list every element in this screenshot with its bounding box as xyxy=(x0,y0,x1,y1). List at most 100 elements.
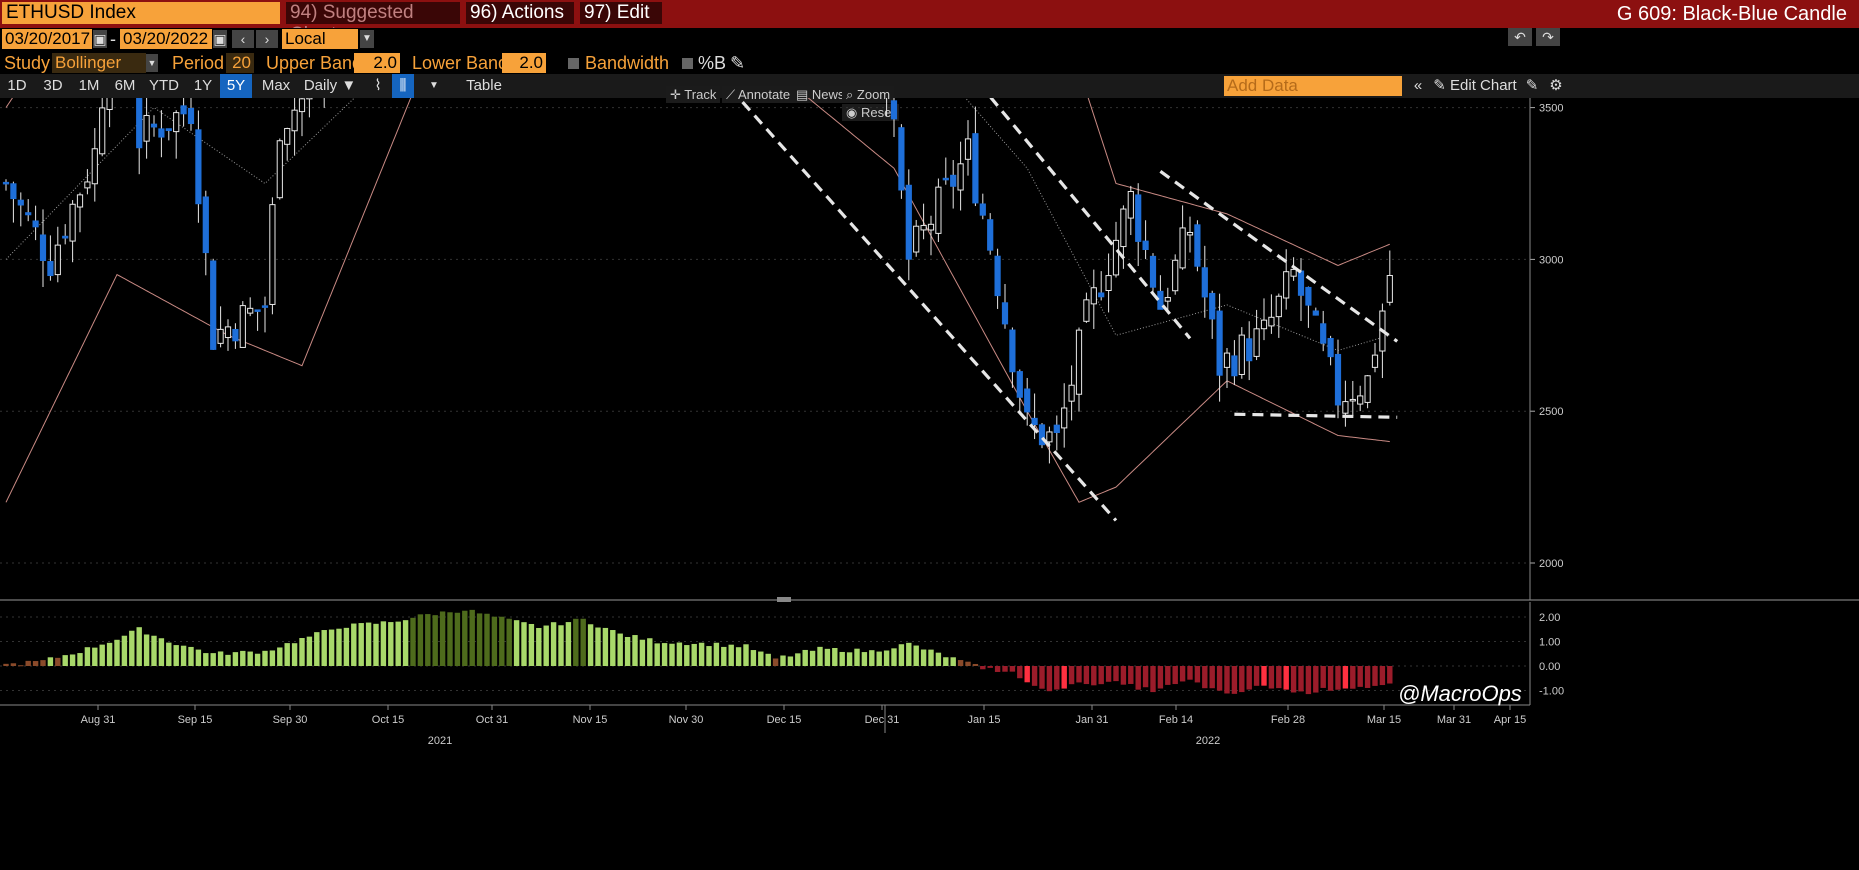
news-button[interactable]: ▤ News xyxy=(792,86,849,103)
histogram-bar xyxy=(284,643,290,666)
range-ytd[interactable]: YTD xyxy=(149,77,179,94)
table-button[interactable]: Table xyxy=(466,77,502,94)
histogram-bar xyxy=(388,622,394,666)
edit-menu[interactable]: 97) Edit ▼ xyxy=(580,2,662,43)
price-tick-label: 3500 xyxy=(1539,103,1563,115)
candle-body xyxy=(187,107,195,125)
date-row: 03/20/2017 ▣ - 03/20/2022 ▣ ‹ › Local CC… xyxy=(0,28,1859,68)
pencil-icon[interactable]: ✎ xyxy=(730,53,746,73)
histogram-bar xyxy=(1165,666,1171,685)
zoom-button[interactable]: ⌕ Zoom xyxy=(842,86,895,103)
candle-body xyxy=(1038,424,1046,446)
frequency-select[interactable]: Daily ▼ xyxy=(303,77,357,94)
zoom-label: Zoom xyxy=(856,87,891,102)
range-5y[interactable]: 5Y xyxy=(220,74,252,98)
calendar-icon[interactable]: ▣ xyxy=(93,30,107,48)
histogram-bar xyxy=(565,622,572,666)
candle-chart-icon[interactable]: ⫼ xyxy=(392,74,414,98)
date-tick-label: Feb 14 xyxy=(1159,714,1193,726)
next-period-button[interactable]: › xyxy=(256,30,278,48)
price-tick-label: 2500 xyxy=(1539,406,1563,418)
track-label: Track xyxy=(684,87,717,102)
start-date-input[interactable]: 03/20/2017 xyxy=(2,29,92,49)
annotate-button[interactable]: ⟋ Annotate xyxy=(722,86,795,103)
reset-icon: ◉ xyxy=(846,105,858,120)
histogram-bar xyxy=(1357,666,1363,687)
price-tick-label: 3000 xyxy=(1539,254,1563,266)
histogram-bar xyxy=(314,632,320,666)
range-max[interactable]: Max xyxy=(261,77,291,94)
calendar-icon[interactable]: ▣ xyxy=(213,30,227,48)
histogram-bar xyxy=(425,614,431,666)
range-1d[interactable]: 1D xyxy=(7,77,27,94)
candle-body xyxy=(84,181,91,189)
histogram-bar xyxy=(513,620,520,666)
date-tick-label: Mar 31 xyxy=(1437,714,1471,726)
histogram-bar xyxy=(1157,666,1164,689)
track-button[interactable]: ✛ Track xyxy=(666,86,721,103)
panel-resize-handle xyxy=(777,597,791,602)
settings-gear-icon[interactable]: ⚙ xyxy=(1549,77,1563,94)
candle-body xyxy=(957,163,964,191)
candle-body xyxy=(1238,334,1245,375)
histogram-bar xyxy=(595,627,601,666)
edit-chart-button[interactable]: ✎ Edit Chart xyxy=(1432,74,1518,98)
histogram-bar xyxy=(373,623,379,666)
histogram-bar xyxy=(713,642,720,666)
histogram-bar xyxy=(795,653,801,666)
lower-tick-label: 2.00 xyxy=(1539,612,1560,624)
actions-menu[interactable]: 96) Actions ▼ xyxy=(466,2,574,43)
histogram-bar xyxy=(809,650,816,666)
candle-body xyxy=(1135,194,1142,242)
edit-icon[interactable]: ✎ xyxy=(1525,77,1539,94)
bandwidth-checkbox[interactable] xyxy=(568,58,579,69)
date-tick-label: Feb 28 xyxy=(1271,714,1305,726)
range-6m[interactable]: 6M xyxy=(114,77,136,94)
histogram-bar xyxy=(1187,666,1193,680)
range-3d[interactable]: 3D xyxy=(43,77,63,94)
currency-dropdown-icon[interactable]: ▼ xyxy=(360,30,374,48)
histogram-bar xyxy=(269,650,276,666)
chart-area[interactable]: 2000250030003500400045005000 2.001.000.0… xyxy=(0,98,1859,870)
lower-band-label: Lower Band xyxy=(412,53,509,73)
prev-period-button[interactable]: ‹ xyxy=(232,30,254,48)
candle-body xyxy=(1268,316,1275,327)
histogram-bar xyxy=(1113,666,1119,682)
collapse-icon[interactable]: « xyxy=(1413,77,1423,94)
study-dropdown-icon[interactable]: ▼ xyxy=(146,54,158,72)
study-select[interactable]: Bollinger xyxy=(52,53,146,73)
trendline xyxy=(989,98,1192,340)
histogram-bar xyxy=(913,645,919,666)
histogram-bar xyxy=(499,616,505,666)
histogram-bar xyxy=(217,651,224,666)
line-chart-icon[interactable]: ⌇ xyxy=(374,77,382,94)
chart-type-dropdown-icon[interactable]: ▼ xyxy=(429,80,439,91)
candle-body xyxy=(1016,371,1023,398)
range-1m[interactable]: 1M xyxy=(78,77,100,94)
ticker-input[interactable]: ETHUSD Index xyxy=(2,2,280,24)
histogram-bar xyxy=(47,657,54,666)
pctb-checkbox[interactable] xyxy=(682,58,693,69)
candle-body xyxy=(1031,417,1038,426)
date-separator: - xyxy=(110,29,116,49)
histogram-bar xyxy=(476,613,483,666)
range-1y[interactable]: 1Y xyxy=(193,77,213,94)
end-date-input[interactable]: 03/20/2022 xyxy=(120,29,212,49)
histogram-bar xyxy=(1172,666,1178,685)
histogram-bar xyxy=(787,656,794,666)
undo-button[interactable]: ↶ xyxy=(1508,28,1532,46)
histogram-bar xyxy=(1246,666,1252,690)
add-data-input[interactable]: Add Data xyxy=(1224,76,1402,96)
histogram-bar xyxy=(550,622,557,666)
histogram-bar xyxy=(1083,666,1090,685)
candle-body xyxy=(239,305,246,348)
upper-band-input[interactable]: 2.0 xyxy=(354,53,400,73)
histogram-bar xyxy=(343,627,350,666)
period-input[interactable]: 20 xyxy=(226,53,254,73)
top-bar: ETHUSD Index 94) Suggested Charts 96) Ac… xyxy=(0,0,1859,45)
currency-select[interactable]: Local CCY xyxy=(282,29,358,68)
lower-band-input[interactable]: 2.0 xyxy=(502,53,546,73)
candle-body xyxy=(136,98,143,149)
redo-button[interactable]: ↷ xyxy=(1536,28,1560,46)
suggested-charts-button[interactable]: 94) Suggested Charts xyxy=(286,2,460,45)
